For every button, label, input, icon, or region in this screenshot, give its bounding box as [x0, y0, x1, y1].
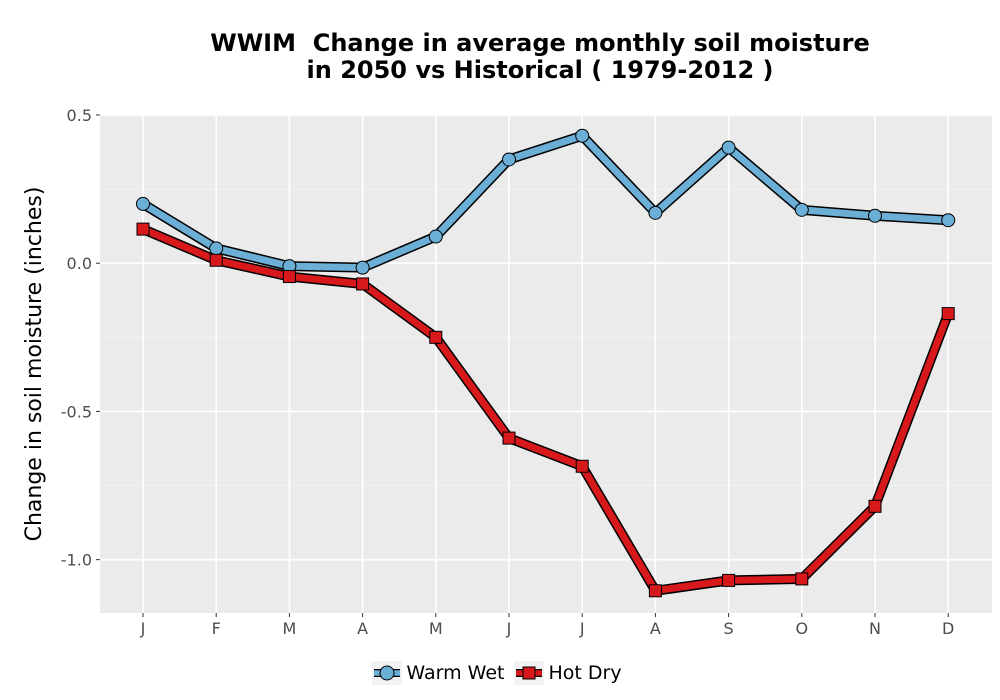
plot-panel: [100, 115, 992, 613]
data-point-warm-wet: [575, 128, 590, 143]
data-point-hot-dry: [795, 572, 809, 586]
legend-key-warm-wet: [372, 661, 403, 685]
data-point-warm-wet: [721, 140, 736, 155]
data-point-hot-dry: [136, 222, 150, 236]
data-point-hot-dry: [722, 573, 736, 587]
x-tick-label: O: [796, 619, 809, 638]
data-point-warm-wet: [941, 213, 956, 228]
chart-title-line-2: in 2050 vs Historical ( 1979-2012 ): [306, 56, 774, 84]
legend-label-hot-dry: Hot Dry: [548, 662, 622, 684]
data-point-hot-dry: [941, 307, 955, 321]
y-tick-label: -0.5: [61, 402, 92, 421]
legend-item-hot-dry: Hot Dry: [514, 661, 627, 685]
x-tick-label: J: [506, 619, 512, 638]
data-point-hot-dry: [356, 277, 370, 291]
x-tick-label: J: [579, 619, 585, 638]
y-axis-label: Change in soil moisture (inches): [22, 187, 47, 542]
x-tick-label: M: [282, 619, 296, 638]
x-tick-label: N: [869, 619, 881, 638]
y-tick-label: 0.0: [67, 254, 92, 273]
data-point-hot-dry: [575, 459, 589, 473]
data-point-warm-wet: [355, 260, 370, 275]
chart-title: WWIM Change in average monthly soil mois…: [90, 30, 990, 84]
data-point-warm-wet: [648, 205, 663, 220]
x-tick-label: J: [140, 619, 146, 638]
x-tick-label: S: [724, 619, 734, 638]
y-tick-label: 0.5: [67, 106, 92, 125]
x-tick-label: A: [650, 619, 661, 638]
x-tick-label: D: [942, 619, 954, 638]
legend-label-warm-wet: Warm Wet: [406, 662, 505, 684]
data-point-hot-dry: [429, 330, 443, 344]
data-point-warm-wet: [868, 208, 882, 223]
series-layer: [136, 128, 956, 598]
data-point-hot-dry: [648, 584, 662, 598]
x-tick-label: F: [212, 619, 221, 638]
minor-gridlines: [100, 188, 992, 486]
x-tick-label: A: [357, 619, 368, 638]
series-line-hot-dry: [141, 225, 952, 595]
x-tick-label: M: [429, 619, 443, 638]
axes: 0.5 0.0 -0.5 -1.0 J F M A M J J A S O N D: [61, 106, 955, 638]
data-point-warm-wet: [794, 202, 809, 217]
data-point-hot-dry: [209, 253, 223, 267]
legend-item-warm-wet: Warm Wet: [372, 661, 510, 685]
data-point-hot-dry: [282, 270, 296, 284]
data-point-warm-wet: [428, 229, 443, 244]
data-point-hot-dry: [868, 499, 882, 513]
legend: Warm Wet Hot Dry: [0, 658, 1000, 688]
legend-key-hot-dry: [514, 661, 545, 685]
data-point-warm-wet: [502, 152, 516, 167]
y-tick-label: -1.0: [61, 551, 92, 570]
chart-title-line-1: WWIM Change in average monthly soil mois…: [210, 29, 870, 57]
data-point-warm-wet: [136, 196, 150, 211]
data-point-hot-dry: [502, 431, 516, 445]
series-line-warm-wet: [141, 131, 949, 272]
